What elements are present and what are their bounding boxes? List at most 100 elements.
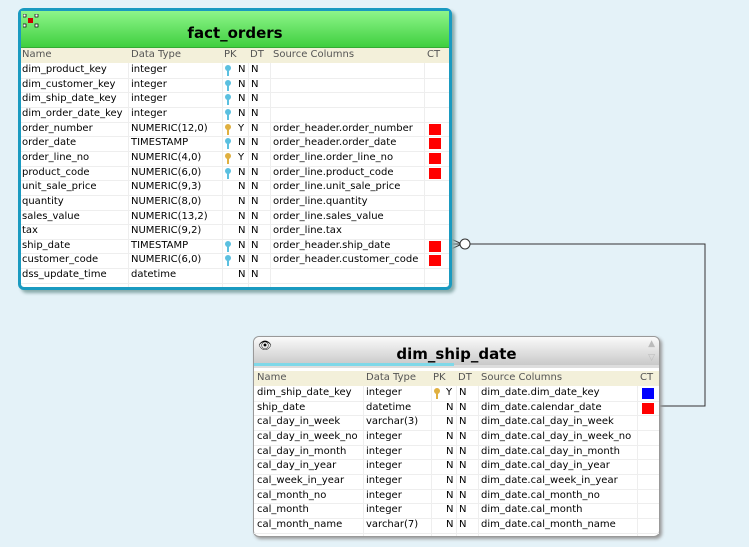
data-type: integer (366, 430, 402, 442)
table-title[interactable]: fact_orders (21, 11, 449, 48)
column-header[interactable]: Source Columns (481, 372, 563, 383)
data-type: TIMESTAMP (131, 239, 189, 251)
column-type-indicator (429, 123, 441, 135)
pk-flag: Y (238, 151, 245, 163)
table-row[interactable]: dim_customer_key integer N N (21, 78, 449, 94)
source-column: order_header.customer_code (273, 254, 419, 266)
column-name: dim_customer_key (22, 78, 116, 90)
column-name: dss_update_time (22, 269, 107, 281)
column-name: cal_month_no (257, 489, 327, 501)
column-name: dim_ship_date_key (257, 387, 352, 398)
source-column: dim_date.dim_date_key (481, 387, 600, 398)
data-type: integer (131, 78, 167, 90)
column-header[interactable]: Name (257, 372, 287, 383)
select-handle-icon[interactable] (23, 14, 39, 28)
column-divider (431, 386, 432, 536)
pk-flag: N (446, 416, 454, 428)
foreign-key-icon (225, 108, 231, 120)
column-type-indicator (429, 138, 441, 150)
source-column: order_line.sales_value (273, 210, 384, 222)
data-type: integer (366, 387, 402, 398)
data-type: integer (131, 93, 167, 105)
pk-flag: N (446, 460, 454, 472)
source-column: order_line.product_code (273, 166, 394, 178)
data-type: NUMERIC(6,0) (131, 254, 202, 266)
column-header-row: Name Data Type PK DT Source Columns CT (21, 48, 449, 63)
column-name: cal_month (257, 504, 309, 516)
source-column: order_line.tax (273, 225, 342, 237)
column-header[interactable]: PK (433, 372, 446, 383)
table-row[interactable]: dim_product_key integer N N (21, 63, 449, 79)
column-header[interactable]: CT (427, 49, 441, 60)
pk-flag: N (238, 107, 246, 119)
column-name: unit_sale_price (22, 181, 97, 193)
column-name: cal_day_in_month (257, 445, 347, 457)
foreign-key-icon (225, 79, 231, 91)
pk-flag: N (446, 445, 454, 457)
dt-flag: N (459, 401, 467, 413)
table-row[interactable]: dim_order_date_key integer N N (21, 107, 449, 123)
dt-flag: N (251, 181, 259, 193)
column-type-indicator (429, 167, 441, 179)
source-column: dim_date.cal_month_no (481, 489, 600, 501)
pk-flag: N (238, 269, 246, 281)
column-header[interactable]: DT (250, 49, 264, 60)
column-name: ship_date (257, 401, 306, 413)
column-divider (270, 63, 271, 287)
column-name: dim_product_key (22, 64, 107, 75)
data-type: NUMERIC(6,0) (131, 166, 202, 178)
column-header[interactable]: DT (458, 372, 472, 383)
data-type: integer (366, 474, 402, 486)
column-header[interactable]: Data Type (366, 372, 417, 383)
fact-orders-table[interactable]: fact_orders Name Data Type PK DT Source Colu… (18, 8, 452, 290)
dt-flag: N (459, 416, 467, 428)
column-name: cal_day_in_year (257, 460, 337, 472)
dt-flag: N (251, 210, 259, 222)
column-name: dim_ship_date_key (22, 93, 117, 105)
table-row[interactable]: dim_ship_date_key integer N N (21, 92, 449, 108)
column-header-row: Name Data Type PK DT Source Columns CT (254, 371, 659, 386)
column-header[interactable]: PK (224, 49, 237, 60)
data-type: NUMERIC(13,2) (131, 210, 208, 222)
data-type: integer (131, 64, 167, 75)
data-type: integer (131, 107, 167, 119)
source-column: dim_date.cal_month (481, 504, 583, 516)
table-row[interactable]: dss_update_time datetime N N (21, 268, 449, 284)
column-type-indicator (429, 152, 441, 164)
data-type: integer (366, 504, 402, 516)
scroll-down-icon[interactable]: ▽ (648, 353, 655, 363)
pk-flag: N (446, 430, 454, 442)
dim-ship-date-table[interactable]: dim_ship_date 👁 ▲ ▽ Name Data Type PK DT Sou… (253, 336, 660, 537)
column-divider (456, 386, 457, 536)
column-name: ship_date (22, 239, 71, 251)
column-name: order_line_no (22, 151, 90, 163)
dt-flag: N (251, 64, 259, 75)
data-type: NUMERIC(4,0) (131, 151, 202, 163)
column-header[interactable]: Source Columns (273, 49, 355, 60)
source-column: order_line.order_line_no (273, 151, 394, 163)
dt-flag: N (459, 460, 467, 472)
column-header[interactable]: Name (22, 49, 52, 60)
scroll-up-icon[interactable]: ▲ (648, 339, 655, 349)
foreign-key-icon (225, 255, 231, 267)
eye-icon[interactable]: 👁 (258, 339, 272, 352)
table-title[interactable]: dim_ship_date (254, 337, 659, 368)
pk-flag: N (446, 518, 454, 530)
column-divider (424, 63, 425, 287)
column-type-indicator (642, 388, 654, 399)
column-header[interactable]: Data Type (131, 49, 182, 60)
dt-flag: N (251, 107, 259, 119)
column-header[interactable]: CT (640, 372, 654, 383)
column-name: customer_code (22, 254, 99, 266)
pk-flag: N (238, 78, 246, 90)
